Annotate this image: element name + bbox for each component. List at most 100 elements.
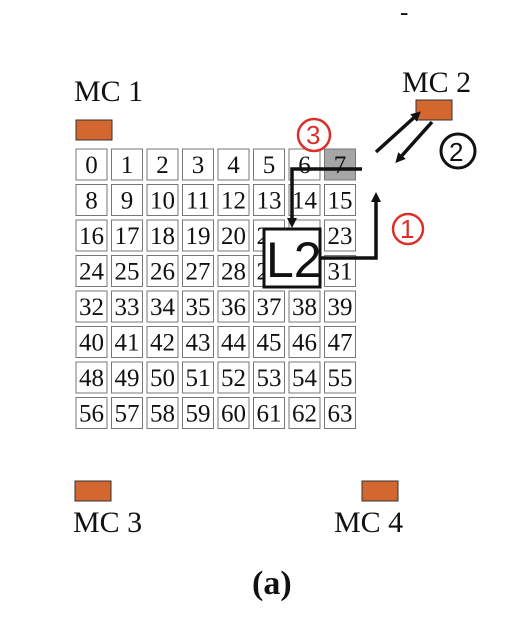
mc2-label: MC 2 xyxy=(402,66,471,99)
mesh-tile-label: 32 xyxy=(79,294,104,321)
mesh-tile xyxy=(146,397,179,429)
mesh-tile-label: 44 xyxy=(221,330,247,357)
mesh-tile-label: 19 xyxy=(186,223,211,250)
mesh-tile xyxy=(253,148,285,181)
mesh-tile-label: 60 xyxy=(221,401,246,428)
mesh-tile xyxy=(217,184,250,216)
mesh-tile-label: 54 xyxy=(292,365,318,392)
path-step-2-out xyxy=(374,111,421,154)
mesh-tile-label: 16 xyxy=(79,223,104,250)
mesh-tile xyxy=(217,397,250,429)
mesh-tile xyxy=(111,184,143,216)
mesh-tile-label: 57 xyxy=(115,401,140,428)
mesh-tile xyxy=(253,290,285,323)
mesh-tile-label: 50 xyxy=(150,365,175,392)
mesh-tile-label: 52 xyxy=(221,365,246,392)
mesh-tile-label: 6 xyxy=(298,152,311,179)
mesh-tile-label: 40 xyxy=(79,330,104,357)
step-3-number: 3 xyxy=(306,120,320,150)
mesh-tile xyxy=(253,361,285,394)
mesh-tile xyxy=(146,219,179,252)
mesh-tile xyxy=(111,290,143,323)
step-3-badge xyxy=(296,117,332,153)
mesh-tile xyxy=(111,255,143,287)
mesh-tile-label: 48 xyxy=(79,365,104,392)
mesh-tile-label: 61 xyxy=(257,401,282,428)
mesh-tile xyxy=(146,255,179,287)
mesh-tile xyxy=(75,361,108,394)
mesh-tile xyxy=(288,326,321,358)
mesh-tile-label: 17 xyxy=(115,223,140,250)
mesh-tile-label: 12 xyxy=(221,188,246,215)
mesh-tile xyxy=(217,219,250,252)
mesh-tile xyxy=(324,361,356,394)
mesh-tile-label: 63 xyxy=(328,401,353,428)
mesh-tile xyxy=(182,255,214,287)
mc1-label: MC 1 xyxy=(74,75,143,108)
mesh-tile xyxy=(217,255,250,287)
mesh-tile-label: 55 xyxy=(328,365,353,392)
mesh-tile xyxy=(146,184,179,216)
mesh-tile xyxy=(217,326,250,358)
mesh-tile xyxy=(324,219,356,252)
mesh-tile-label: 49 xyxy=(115,365,140,392)
mc1-block xyxy=(75,119,113,141)
mesh-tile-label: 24 xyxy=(79,259,105,286)
mesh-tile xyxy=(182,397,214,429)
mesh-tile-label: 28 xyxy=(221,259,246,286)
mesh-tile-label: 53 xyxy=(257,365,282,392)
mesh-tile xyxy=(75,184,108,216)
mesh-tile-label: 31 xyxy=(328,259,353,286)
mesh-tile-label: 0 xyxy=(85,152,98,179)
mesh-tile xyxy=(111,397,143,429)
mesh-tile xyxy=(111,148,143,181)
mesh-grid: 0123456789101112131415161718192021222324… xyxy=(75,148,356,429)
mesh-tile xyxy=(75,290,108,323)
mesh-tile-label: 26 xyxy=(150,259,175,286)
mesh-tile-label: 41 xyxy=(115,330,140,357)
mesh-tile xyxy=(253,326,285,358)
mesh-tile-label: 23 xyxy=(328,223,353,250)
mesh-tile xyxy=(324,148,356,181)
mesh-tile-label: 59 xyxy=(186,401,211,428)
mesh-tile-label: 36 xyxy=(221,294,246,321)
mesh-tile-label: 47 xyxy=(328,330,353,357)
mc4-label: MC 4 xyxy=(334,506,403,539)
path-step-2-back xyxy=(395,120,434,163)
mesh-tile xyxy=(146,290,179,323)
mesh-tile xyxy=(111,326,143,358)
mesh-tile xyxy=(288,148,321,181)
mesh-tile xyxy=(288,397,321,429)
mesh-tile-label: 58 xyxy=(150,401,175,428)
mesh-tile-label: 39 xyxy=(328,294,353,321)
mesh-tile xyxy=(324,255,356,287)
mesh-tile xyxy=(182,148,214,181)
mesh-tile-label: 5 xyxy=(263,152,276,179)
mesh-tile xyxy=(324,326,356,358)
path-step-3 xyxy=(287,167,362,228)
mesh-tile-label: 4 xyxy=(227,152,240,179)
mesh-tile xyxy=(182,326,214,358)
mesh-tile-label: 37 xyxy=(257,294,282,321)
mesh-tile-label: 18 xyxy=(150,223,175,250)
top-mark: - xyxy=(400,0,408,26)
l2-label: L2 xyxy=(266,232,322,288)
mesh-tile-label: 27 xyxy=(186,259,211,286)
mesh-tile xyxy=(253,397,285,429)
l2-box xyxy=(262,227,322,289)
mesh-tile-label: 51 xyxy=(186,365,211,392)
mesh-tile-label: 43 xyxy=(186,330,211,357)
mesh-tile xyxy=(75,219,108,252)
mesh-tile xyxy=(253,184,285,216)
mesh-tile-label: 45 xyxy=(257,330,282,357)
mesh-tile xyxy=(288,184,321,216)
mesh-tile-label: 46 xyxy=(292,330,317,357)
mesh-tile-label: 8 xyxy=(85,188,98,215)
mesh-tile xyxy=(182,361,214,394)
step-2-badge xyxy=(439,132,477,170)
mc4-block xyxy=(361,480,399,502)
mc3-label: MC 3 xyxy=(73,506,142,539)
mesh-tile-label: 20 xyxy=(221,223,246,250)
mesh-tile xyxy=(75,326,108,358)
mesh-tile xyxy=(75,255,108,287)
